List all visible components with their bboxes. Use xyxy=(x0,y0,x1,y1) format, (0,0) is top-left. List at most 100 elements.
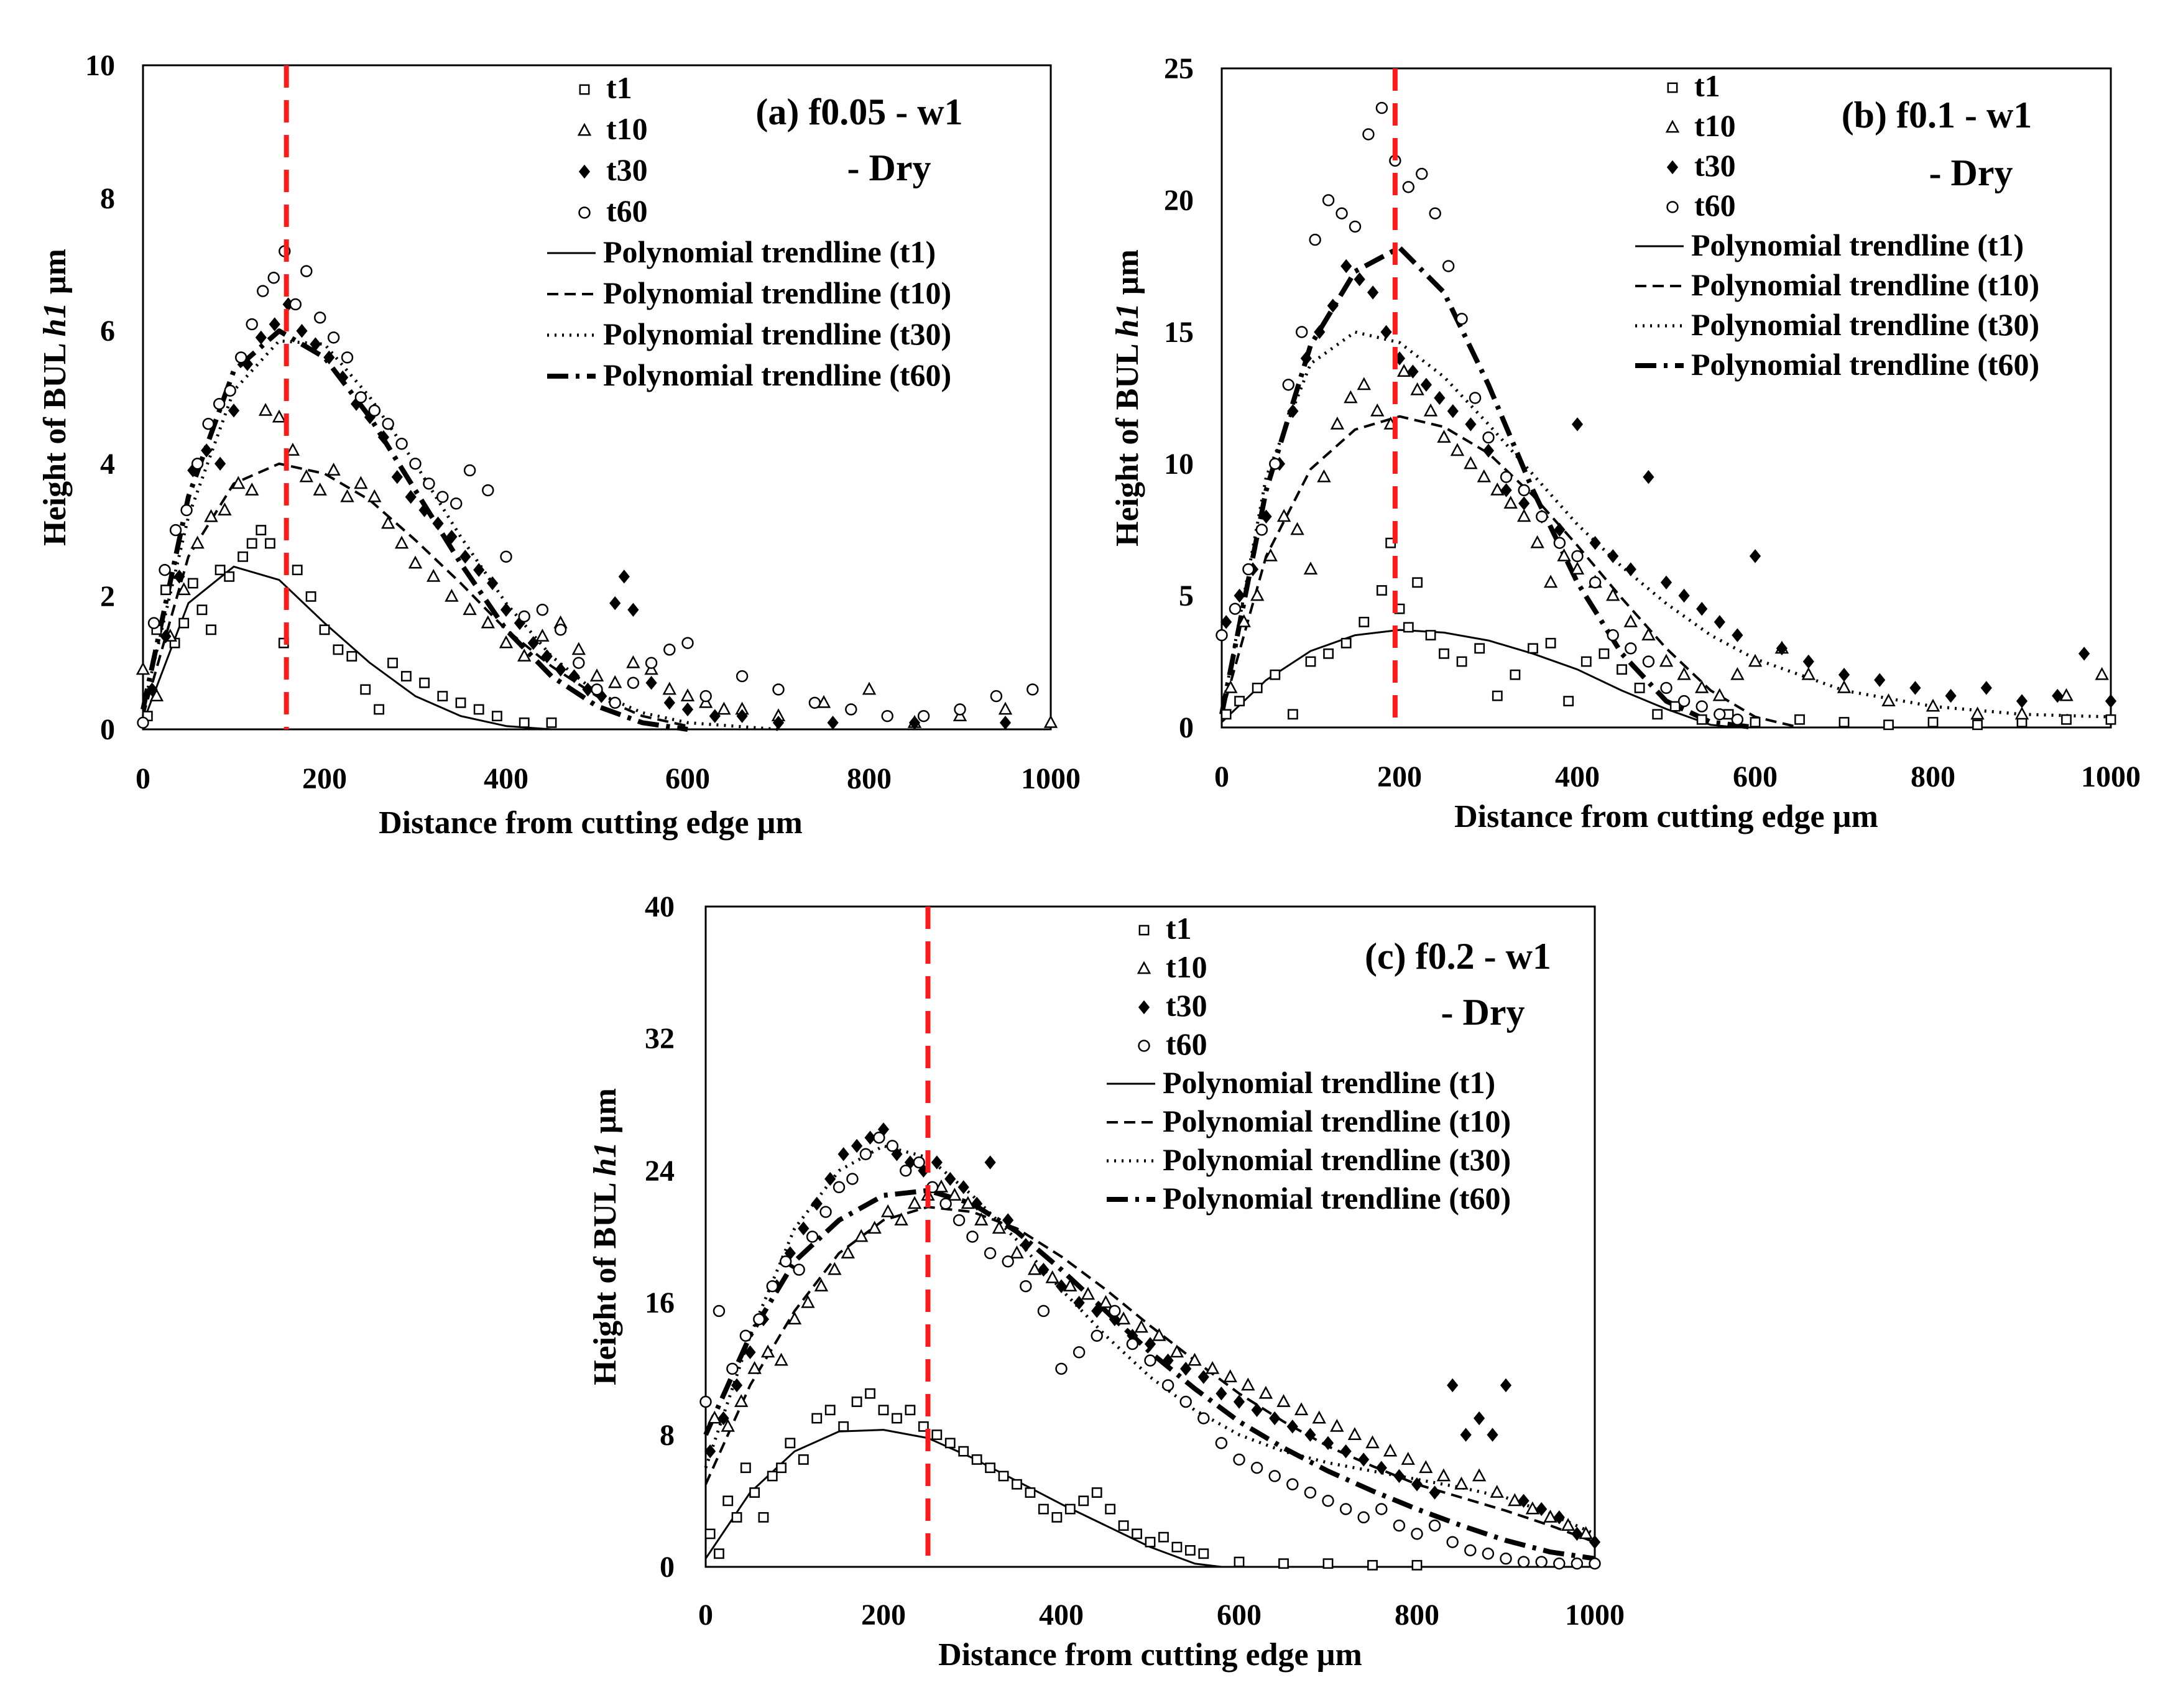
data-point-t10 xyxy=(245,482,259,496)
data-point-t10 xyxy=(1027,1262,1042,1275)
data-point-t60 xyxy=(1536,510,1548,523)
legend-marker-t1 xyxy=(579,84,590,95)
data-point-t10 xyxy=(1450,443,1465,456)
legend-item: Polynomial trendline (t30) xyxy=(547,316,951,351)
data-point-t30 xyxy=(1749,549,1761,563)
data-point-t1 xyxy=(1425,630,1436,641)
data-point-t10 xyxy=(1258,1385,1273,1399)
data-point-t10 xyxy=(1401,1452,1415,1465)
data-point-t1 xyxy=(215,565,226,576)
data-point-t10 xyxy=(1383,1443,1398,1457)
legend-item: t60 xyxy=(578,193,648,228)
data-point-t30 xyxy=(323,350,335,365)
data-point-t60 xyxy=(881,709,893,722)
x-tick-label: 0 xyxy=(136,762,150,795)
data-point-t30 xyxy=(1589,1535,1601,1549)
data-point-t10 xyxy=(1410,382,1424,395)
data-point-t10 xyxy=(680,688,695,701)
data-point-t1 xyxy=(767,1470,778,1482)
legend-a: t1 t10 t30 t60 Polynomial trendline (t1) Poly… xyxy=(547,70,951,392)
data-point-t60 xyxy=(984,1247,997,1260)
legend-item: Polynomial trendline (t30) xyxy=(1107,1142,1511,1177)
legend-item: t1 xyxy=(1138,911,1192,946)
data-point-t1 xyxy=(1510,669,1521,680)
data-point-t10 xyxy=(1250,588,1265,601)
data-point-t30 xyxy=(1300,351,1312,366)
data-point-t1 xyxy=(1323,648,1334,659)
data-point-t10 xyxy=(1237,614,1251,627)
data-point-t60 xyxy=(627,676,640,689)
trendline-t1 xyxy=(142,565,579,731)
data-point-t30 xyxy=(736,709,748,723)
data-point-t60 xyxy=(137,716,149,729)
data-point-t30 xyxy=(1260,509,1272,524)
data-point-t30 xyxy=(160,629,172,644)
data-point-t30 xyxy=(541,649,553,663)
data-point-t10 xyxy=(814,1278,829,1292)
data-point-t60 xyxy=(1456,313,1468,325)
panel-title-a: (a) f0.05 - w1 xyxy=(755,91,962,132)
data-point-t10 xyxy=(907,1196,922,1209)
data-point-t1 xyxy=(401,671,412,681)
x-tick-labels-b: 0 200 400 600 800 1000 xyxy=(1214,760,2141,793)
legend-label: Polynomial trendline (t30) xyxy=(1163,1142,1511,1177)
data-point-t60 xyxy=(1589,576,1602,589)
data-point-t10 xyxy=(934,1179,949,1193)
legend-label: Polynomial trendline (t10) xyxy=(1691,267,2039,302)
data-point-t10 xyxy=(1312,1410,1326,1424)
data-point-t30 xyxy=(1020,1238,1031,1252)
x-axis-label-a: Distance from cutting edge µm xyxy=(379,805,803,841)
data-point-t60 xyxy=(1215,1437,1228,1449)
legend-marker-t60 xyxy=(1138,1040,1150,1052)
data-point-t10 xyxy=(1477,469,1492,482)
data-point-t30 xyxy=(1536,1502,1548,1516)
data-point-t30 xyxy=(681,702,694,717)
data-point-t10 xyxy=(1347,1427,1362,1440)
data-point-t30 xyxy=(377,430,389,445)
data-point-t1 xyxy=(387,657,398,668)
data-point-t1 xyxy=(1794,714,1805,725)
y-axis-label-symbol: h1 xyxy=(1110,303,1145,337)
data-point-t30 xyxy=(1327,298,1339,313)
legend-label: t1 xyxy=(1166,911,1192,946)
data-point-t60 xyxy=(1714,708,1726,721)
panel-subtitle-c: - Dry xyxy=(1441,992,1525,1033)
data-point-t60 xyxy=(900,1165,912,1177)
data-point-t10 xyxy=(1223,1369,1237,1383)
y-tick-label: 24 xyxy=(645,1155,675,1188)
data-point-t30 xyxy=(1518,496,1530,510)
x-tick-label: 400 xyxy=(1555,760,1600,793)
data-point-t30 xyxy=(1038,1262,1050,1277)
data-point-t60 xyxy=(1375,1503,1388,1515)
legend-label: Polynomial trendline (t60) xyxy=(1691,347,2039,382)
data-point-t60 xyxy=(1393,1519,1406,1532)
data-point-t60 xyxy=(1282,379,1294,391)
data-point-t60 xyxy=(1553,1557,1566,1570)
data-point-t30 xyxy=(1589,536,1601,550)
legend-item: Polynomial trendline (t1) xyxy=(547,234,936,269)
data-point-t60 xyxy=(1055,1362,1068,1375)
data-point-t30 xyxy=(999,716,1012,730)
data-point-t1 xyxy=(1198,1548,1209,1559)
x-tick-label: 0 xyxy=(1214,760,1229,793)
data-point-t10 xyxy=(801,1295,815,1308)
data-point-t1 xyxy=(985,1462,995,1474)
x-tick-label: 600 xyxy=(1733,760,1778,793)
y-axis-label-b: Height of BUL h1 µm xyxy=(1110,249,1145,547)
y-axis-label-main: Height of BUL xyxy=(588,1176,623,1385)
data-point-t60 xyxy=(966,1230,979,1243)
data-point-t60 xyxy=(1197,1412,1210,1424)
data-point-t10 xyxy=(1081,1286,1096,1300)
data-point-t10 xyxy=(1712,688,1727,701)
data-point-t10 xyxy=(499,635,514,649)
legend-item: t10 xyxy=(577,111,648,146)
data-point-t1 xyxy=(958,1446,969,1457)
data-point-t30 xyxy=(1234,588,1245,603)
data-point-t60 xyxy=(939,1198,952,1210)
y-axis-label-symbol: h1 xyxy=(588,1142,623,1176)
data-point-t60 xyxy=(1339,1503,1352,1515)
data-point-t30 xyxy=(310,337,321,351)
data-point-t10 xyxy=(1317,469,1331,482)
data-point-t60 xyxy=(772,683,785,696)
data-point-t1 xyxy=(1012,1479,1022,1490)
